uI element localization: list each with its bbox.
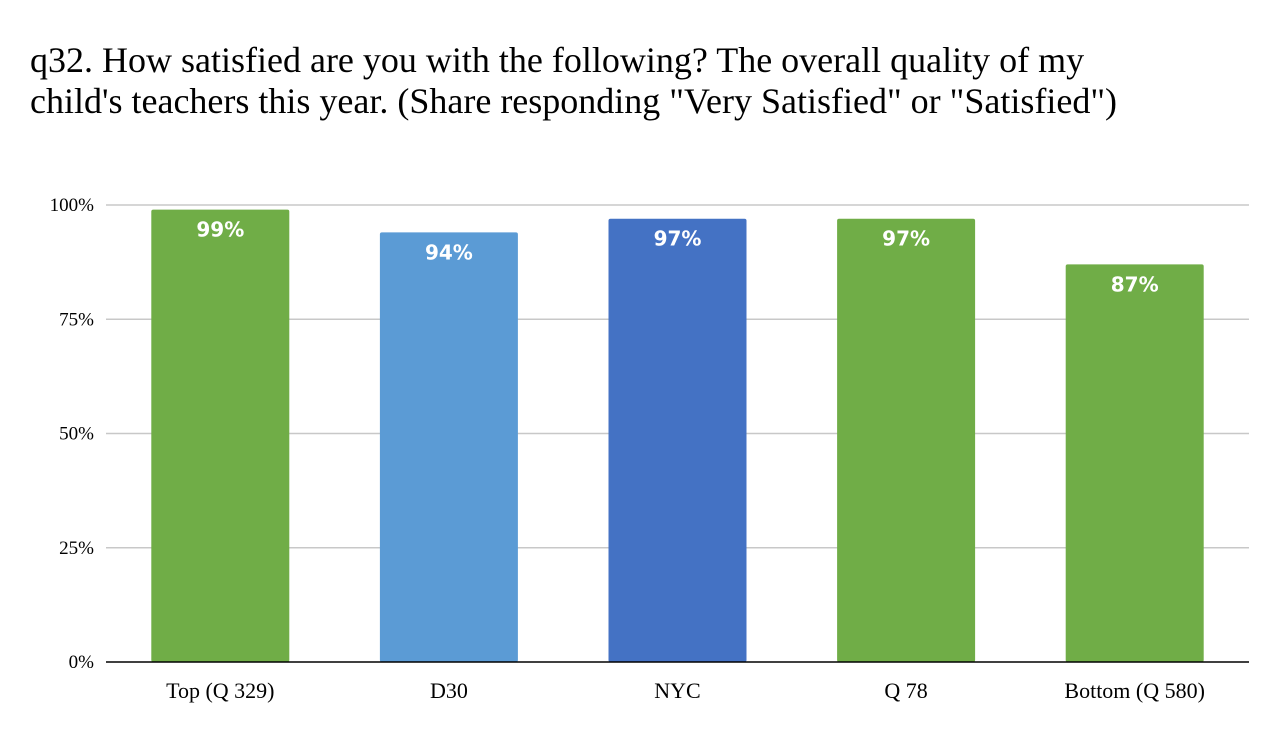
data-label: 99% [196, 218, 244, 242]
data-label: 94% [425, 240, 473, 264]
chart-title-line-1: q32. How satisfied are you with the foll… [30, 40, 1085, 80]
bar [608, 218, 747, 662]
data-label: 97% [654, 227, 702, 251]
x-category-label: Bottom (Q 580) [1064, 678, 1205, 703]
bar [379, 232, 518, 663]
x-category-label: Top (Q 329) [166, 678, 274, 703]
bars: 99% 94% 97% 97% 87% [151, 209, 1204, 663]
axes: 0% 25% 50% 75% 100% Top (Q 329) D30 NYC Q 78 Bott… [50, 195, 1249, 703]
bar [1065, 264, 1204, 662]
y-tick-label: 100% [50, 195, 95, 216]
x-category-label: Q 78 [884, 678, 927, 703]
x-category-label: D30 [430, 678, 468, 703]
bar [837, 218, 976, 662]
data-label: 97% [882, 227, 930, 251]
y-tick-label: 25% [59, 538, 94, 559]
y-tick-label: 0% [69, 652, 95, 673]
data-label: 87% [1111, 272, 1159, 296]
y-tick-label: 75% [59, 309, 94, 330]
x-category-label: NYC [654, 678, 700, 703]
bar [151, 209, 290, 662]
y-tick-label: 50% [59, 424, 94, 445]
chart-title: q32. How satisfied are you with the foll… [30, 40, 1270, 122]
chart-title-line-2: child's teachers this year. (Share respo… [30, 81, 1117, 121]
